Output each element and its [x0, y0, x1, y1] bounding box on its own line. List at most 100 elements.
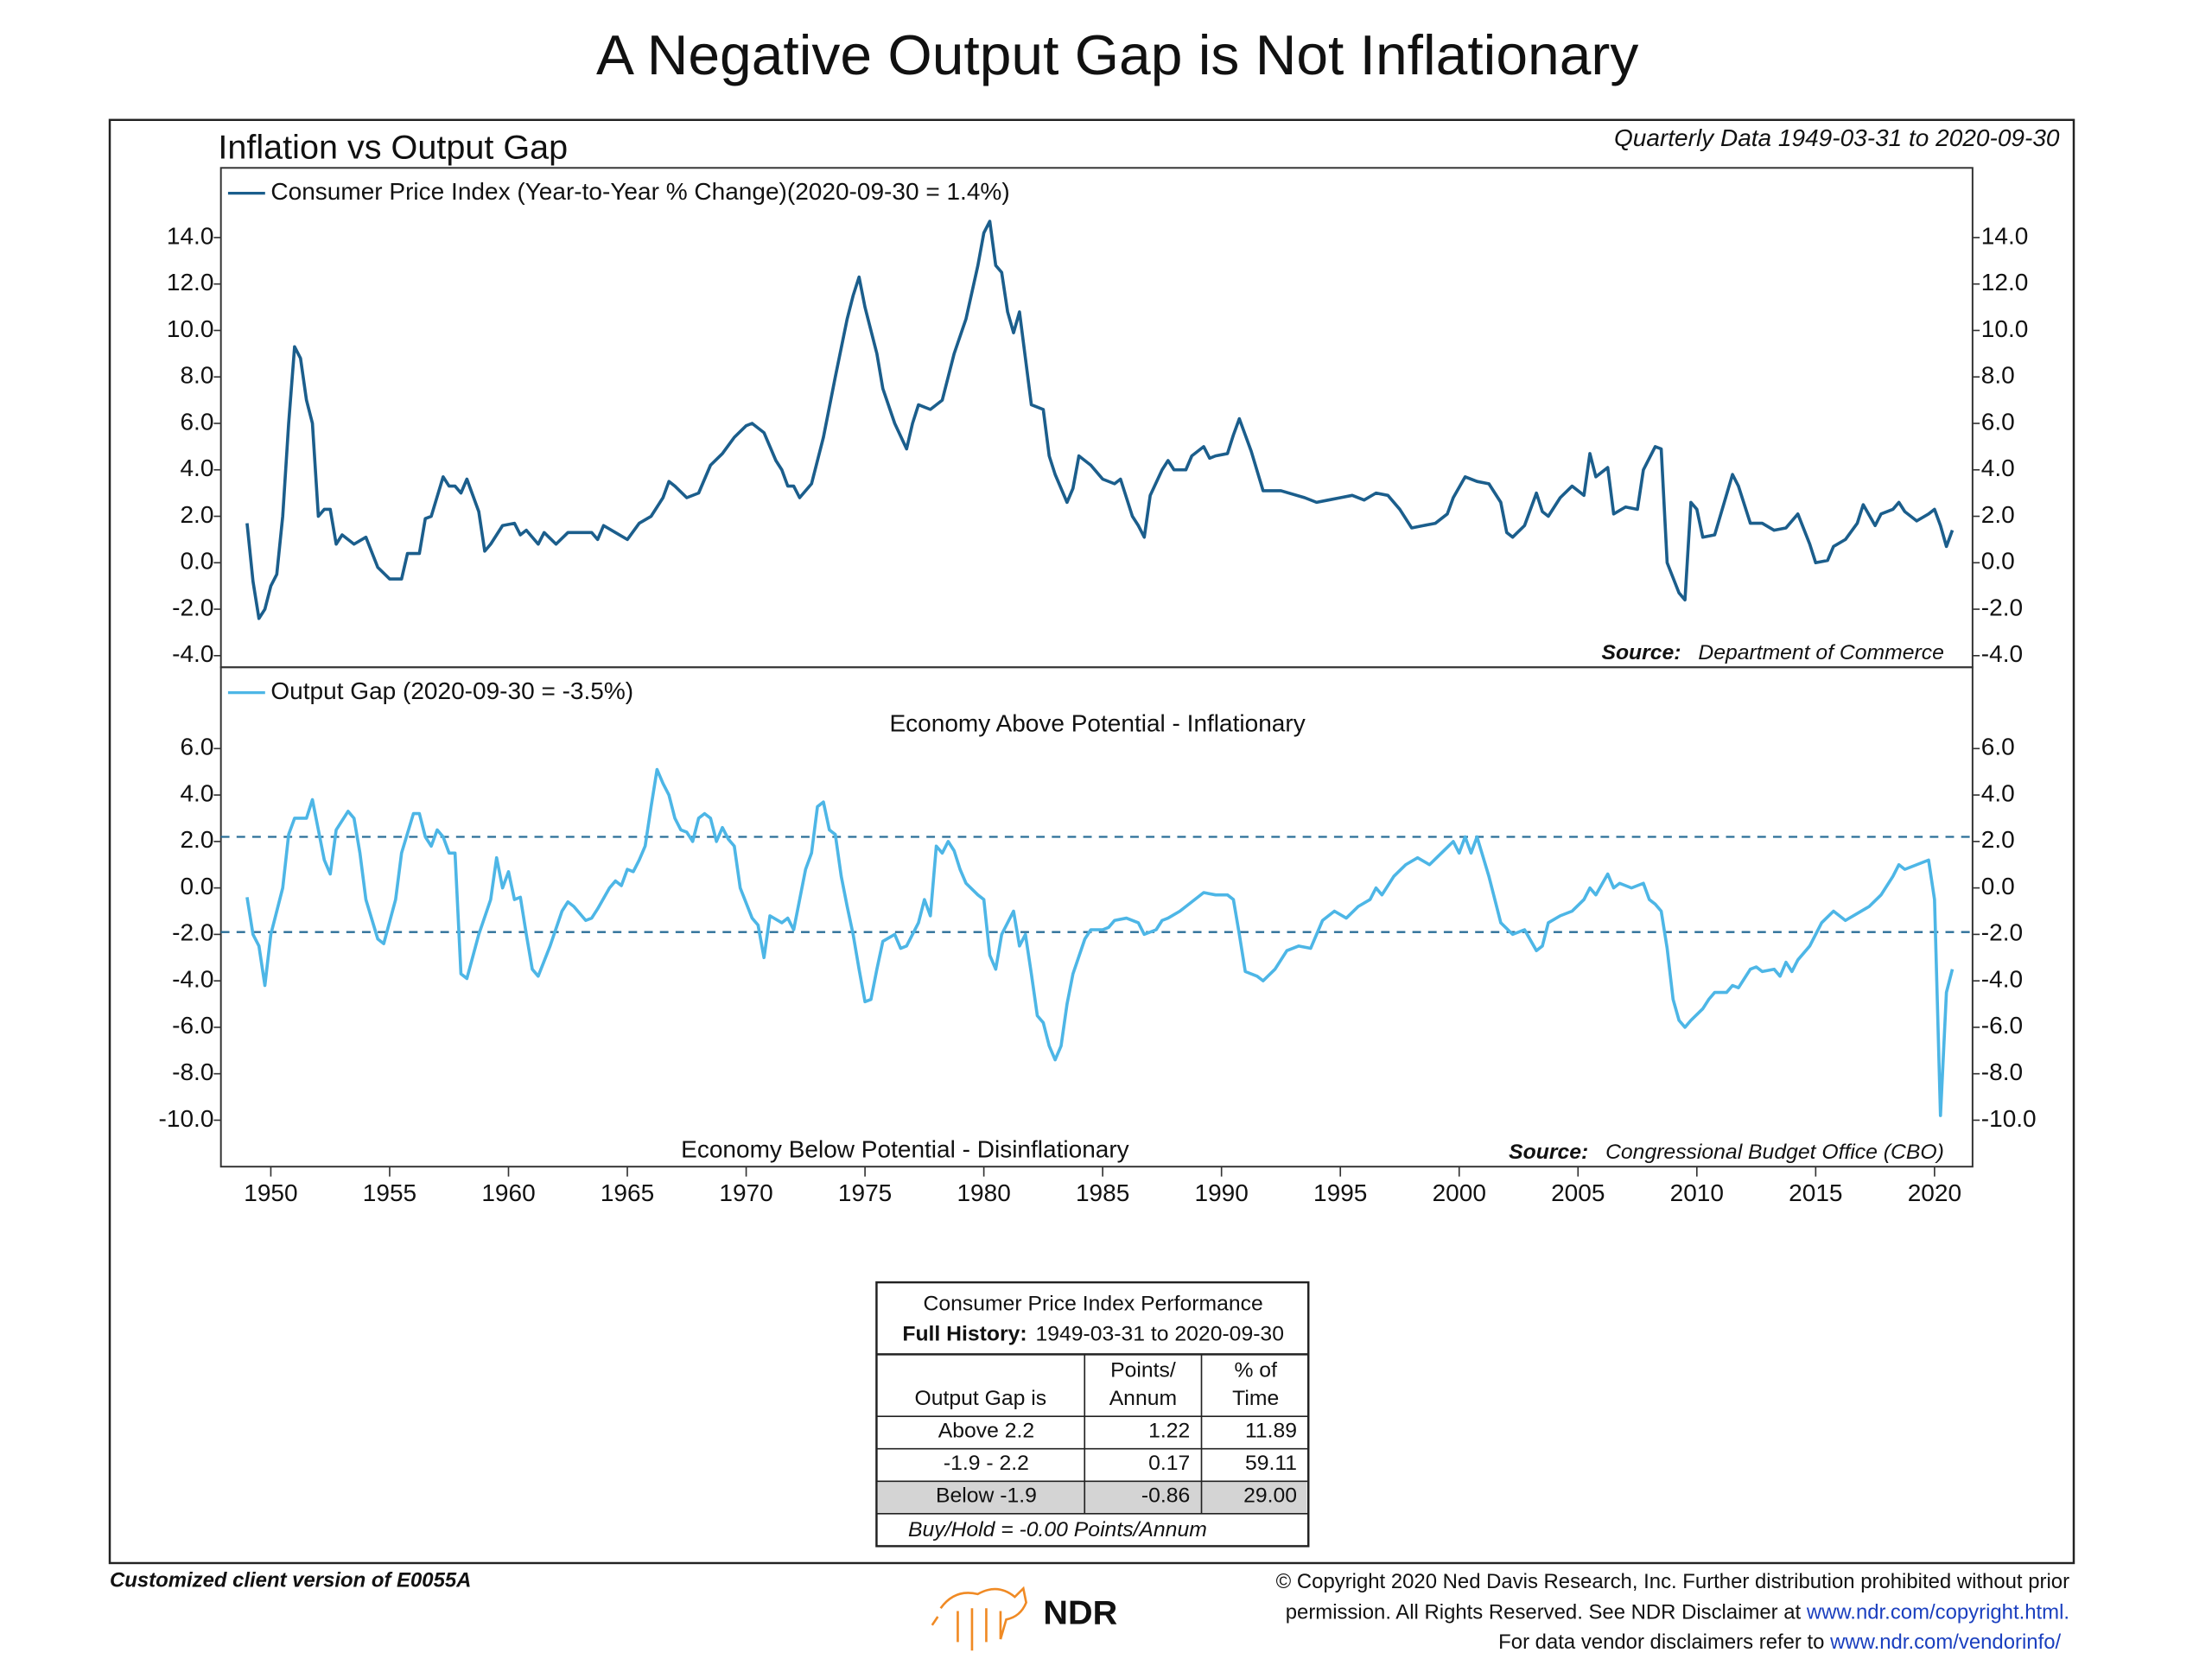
ndr-logo [931, 1586, 1027, 1651]
y-tick-label: 6.0 [180, 734, 213, 760]
x-tick-label: 1985 [1076, 1179, 1129, 1206]
y-tick-label: 10.0 [1981, 315, 2029, 342]
x-tick-label: 1955 [363, 1179, 416, 1206]
y-tick-label: 12.0 [167, 269, 214, 296]
legend-label: Consumer Price Index (Year-to-Year % Cha… [270, 178, 1009, 205]
y-tick-label: 6.0 [180, 408, 213, 435]
table-cell: 59.11 [1245, 1452, 1297, 1475]
top-panel-frame [219, 167, 1974, 669]
table-title: Consumer Price Index Performance [924, 1293, 1263, 1316]
y-tick-label: -4.0 [1981, 640, 2023, 667]
vendor-text: For data vendor disclaimers refer to [1498, 1630, 1830, 1654]
table-cell: 11.89 [1245, 1420, 1297, 1443]
y-tick-label: 4.0 [180, 454, 213, 481]
x-tick-label: 2020 [1908, 1179, 1961, 1206]
table-cell: Below -1.9 [936, 1484, 1037, 1508]
series-line [245, 767, 1955, 1117]
x-tick-label: 2010 [1670, 1179, 1724, 1206]
source-top: Source: Department of Commerce [1601, 640, 1943, 664]
table-cell: 29.00 [1243, 1484, 1297, 1508]
history-label: Full History: [902, 1322, 1027, 1345]
y-tick-label: 6.0 [1981, 734, 2015, 760]
y-tick-label: -8.0 [172, 1058, 213, 1085]
bottom-panel-frame [219, 666, 1974, 1168]
x-tick-label: 1980 [957, 1179, 1010, 1206]
vendor-link[interactable]: www.ndr.com/vendorinfo/ [1829, 1630, 2061, 1654]
y-tick-label: 4.0 [180, 780, 213, 807]
y-tick-label: 8.0 [1981, 362, 2015, 389]
y-tick-label: 2.0 [1981, 826, 2015, 853]
column-header: Annum [1109, 1387, 1177, 1410]
source-name: Congressional Budget Office (CBO) [1605, 1140, 1944, 1163]
y-tick-label: -2.0 [172, 919, 213, 946]
y-tick-label: -10.0 [159, 1105, 214, 1132]
logo-text: NDR [1043, 1594, 1117, 1632]
table-cell: -1.9 - 2.2 [944, 1452, 1029, 1475]
legend-label: Output Gap (2020-09-30 = -3.5%) [270, 677, 633, 704]
column-header: Time [1232, 1387, 1279, 1410]
x-tick-label: 1990 [1195, 1179, 1249, 1206]
vendor-note: For data vendor disclaimers refer to www… [1498, 1630, 2061, 1654]
x-tick-label: 1960 [481, 1179, 535, 1206]
y-tick-label: -10.0 [1981, 1105, 2037, 1132]
y-tick-label: 0.0 [180, 873, 213, 899]
annotation: Economy Above Potential - Inflationary [889, 710, 1305, 737]
y-tick-label: -2.0 [1981, 594, 2023, 621]
y-tick-label: 4.0 [1981, 780, 2015, 807]
y-tick-label: 0.0 [1981, 548, 2015, 575]
y-tick-label: -4.0 [1981, 966, 2023, 993]
source-label: Source: [1601, 640, 1681, 664]
logo-mark [931, 1586, 1027, 1651]
y-tick-label: 14.0 [1981, 222, 2029, 249]
table-cell: 1.22 [1148, 1420, 1190, 1443]
y-tick-label: 10.0 [167, 315, 214, 342]
y-tick-label: 0.0 [180, 548, 213, 575]
row-shade [878, 1481, 1307, 1514]
source-bottom: Source: Congressional Budget Office (CBO) [1509, 1140, 1944, 1163]
client-note: Customized client version of E0055A [110, 1569, 471, 1592]
y-tick-label: 2.0 [180, 826, 213, 853]
y-tick-label: 0.0 [1981, 873, 2015, 899]
annotation: Economy Below Potential - Disinflationar… [681, 1136, 1129, 1163]
table-history: Full History: 1949-03-31 to 2020-09-30 [902, 1322, 1284, 1345]
copyright: permission. All Rights Reserved. See NDR… [1286, 1601, 2069, 1624]
x-tick-label: 1975 [838, 1179, 892, 1206]
history: 1949-03-31 to 2020-09-30 [1036, 1322, 1284, 1345]
copyright-text: permission. All Rights Reserved. See NDR… [1286, 1601, 1807, 1624]
y-tick-label: 12.0 [1981, 269, 2029, 296]
column-header: % of [1234, 1359, 1277, 1382]
column-header: Points/ [1110, 1359, 1176, 1382]
table-cell: Above 2.2 [938, 1420, 1034, 1443]
x-tick-label: 1950 [244, 1179, 297, 1206]
y-tick-label: 2.0 [180, 501, 213, 528]
table-cell: -0.86 [1141, 1484, 1190, 1508]
performance-table: Consumer Price Index Performance Full Hi… [875, 1281, 1310, 1548]
table-note: Buy/Hold = -0.00 Points/Annum [908, 1518, 1207, 1541]
x-tick-label: 2005 [1551, 1179, 1605, 1206]
x-tick-label: 2000 [1433, 1179, 1486, 1206]
y-tick-label: -2.0 [172, 594, 213, 621]
copyright: © Copyright 2020 Ned Davis Research, Inc… [1276, 1570, 2069, 1593]
source-name: Department of Commerce [1698, 640, 1944, 664]
table-body: Above 2.2 1.22 11.89 -1.9 - 2.2 0.17 59.11 Bel… [936, 1420, 1297, 1508]
x-tick-label: 2015 [1789, 1179, 1842, 1206]
y-tick-label: 14.0 [167, 222, 214, 249]
y-tick-label: -4.0 [172, 966, 213, 993]
subtitle: Inflation vs Output Gap [218, 129, 568, 167]
y-tick-label: -6.0 [172, 1012, 213, 1039]
column-header: Output Gap is [915, 1387, 1047, 1410]
y-tick-label: 6.0 [1981, 408, 2015, 435]
copyright-link[interactable]: www.ndr.com/copyright.html. [1806, 1601, 2069, 1624]
x-tick-label: 1965 [601, 1179, 654, 1206]
y-tick-label: -4.0 [172, 640, 213, 667]
data-note: Quarterly Data 1949-03-31 to 2020-09-30 [1614, 124, 2060, 151]
series-line [245, 219, 1955, 620]
y-tick-label: -6.0 [1981, 1012, 2023, 1039]
y-tick-label: 2.0 [1981, 501, 2015, 528]
chart-title: A Negative Output Gap is Not Inflationar… [596, 23, 1638, 86]
table-cell: 0.17 [1148, 1452, 1190, 1475]
y-tick-label: 4.0 [1981, 454, 2015, 481]
outer-frame [108, 118, 2075, 1565]
